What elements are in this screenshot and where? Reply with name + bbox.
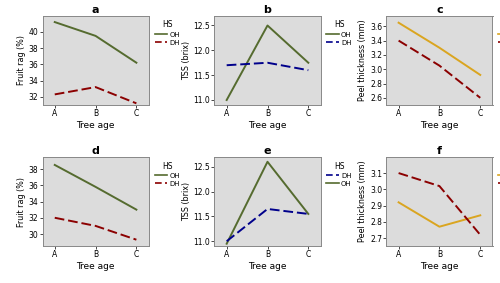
Legend: OH, DH: OH, DH	[325, 19, 353, 47]
Y-axis label: Fruit rag (%): Fruit rag (%)	[17, 35, 26, 85]
Legend: OH, DH: OH, DH	[497, 160, 500, 188]
Title: d: d	[92, 146, 100, 156]
X-axis label: Tree age: Tree age	[420, 262, 459, 271]
Y-axis label: TSS (brix): TSS (brix)	[182, 182, 190, 221]
Y-axis label: TSS (brix): TSS (brix)	[182, 41, 190, 80]
Legend: OH, DH: OH, DH	[497, 19, 500, 47]
Y-axis label: Peel thickness (mm): Peel thickness (mm)	[358, 20, 368, 101]
X-axis label: Tree age: Tree age	[76, 262, 115, 271]
Legend: OH, DH: OH, DH	[153, 160, 181, 188]
Title: e: e	[264, 146, 271, 156]
Title: f: f	[437, 146, 442, 156]
Title: b: b	[264, 5, 272, 15]
Title: a: a	[92, 5, 100, 15]
X-axis label: Tree age: Tree age	[248, 262, 287, 271]
X-axis label: Tree age: Tree age	[76, 121, 115, 130]
X-axis label: Tree age: Tree age	[420, 121, 459, 130]
Title: c: c	[436, 5, 442, 15]
Legend: DH, OH: DH, OH	[325, 160, 353, 188]
Legend: OH, DH: OH, DH	[153, 19, 181, 47]
Y-axis label: Fruit rag (%): Fruit rag (%)	[17, 177, 26, 226]
Y-axis label: Peel thickness (mm): Peel thickness (mm)	[358, 161, 368, 242]
X-axis label: Tree age: Tree age	[248, 121, 287, 130]
